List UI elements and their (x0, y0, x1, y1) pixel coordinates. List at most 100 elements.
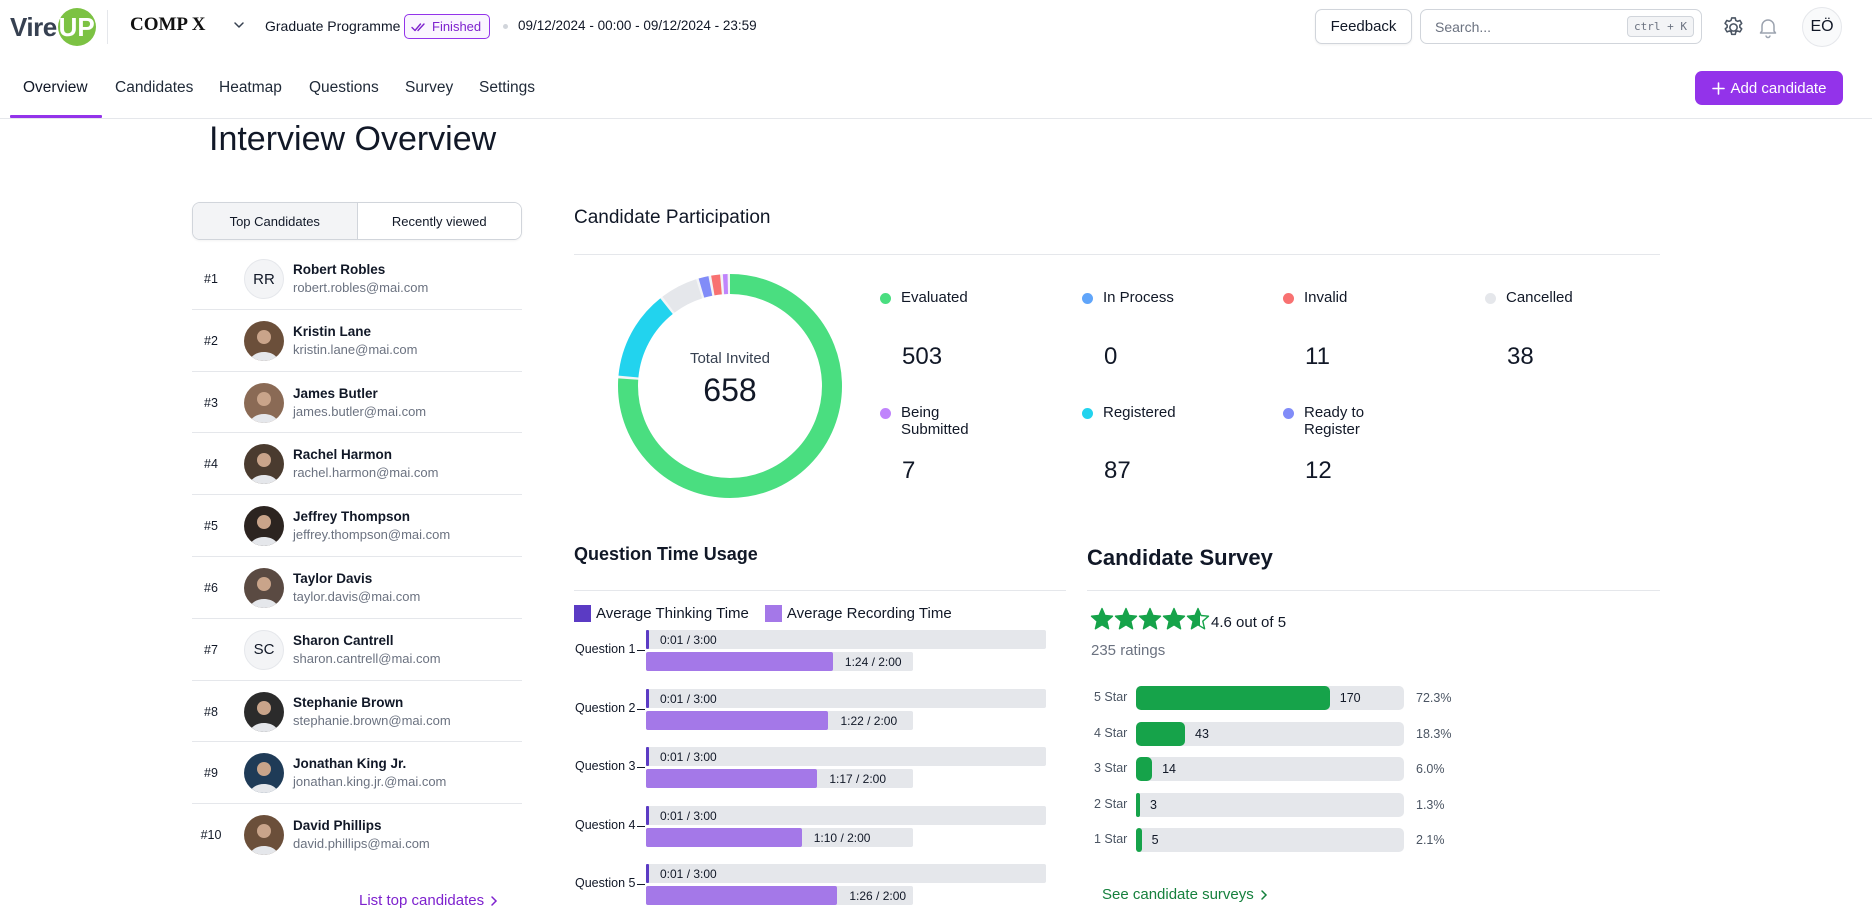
candidate-row[interactable]: #2 Kristin Lane kristin.lane@mai.com (192, 310, 522, 372)
logo-text: Vire (10, 11, 57, 42)
star-percentage: 6.0% (1416, 762, 1445, 776)
add-candidate-button[interactable]: Add candidate (1695, 71, 1843, 105)
tab-heatmap[interactable]: Heatmap (219, 79, 282, 96)
candidate-email: robert.robles@mai.com (293, 280, 429, 295)
candidate-row[interactable]: #5 Jeffrey Thompson jeffrey.thompson@mai.c… (192, 495, 522, 557)
total-invited-value: 658 (703, 372, 757, 408)
person-photo-icon (250, 824, 278, 856)
star-bar-track (1136, 757, 1404, 781)
recording-bar-text: 1:17 / 2:00 (829, 772, 887, 787)
candidate-row[interactable]: #6 Taylor Davis taylor.davis@mai.com (192, 557, 522, 619)
candidate-row[interactable]: #10 David Phillips david.phillips@mai.com (192, 804, 522, 866)
star-icon (1114, 607, 1138, 636)
thinking-bar (646, 630, 649, 649)
question-label: Question 3 (575, 759, 636, 774)
star-bar-fill (1136, 721, 1186, 746)
thinking-legend-label: Average Thinking Time (596, 605, 749, 622)
top-candidates-list: #1 RR Robert Robles robert.robles@mai.com #2… (192, 248, 522, 866)
donut-segment-evaluated[interactable] (618, 274, 842, 498)
candidate-rank: #8 (204, 704, 218, 719)
candidate-row[interactable]: #9 Jonathan King Jr. jonathan.king.jr.@mai… (192, 742, 522, 805)
legend-value: 7 (902, 457, 916, 484)
thinking-bar (646, 688, 649, 708)
candidate-name[interactable]: Rachel Harmon (293, 447, 393, 463)
candidate-name[interactable]: Robert Robles (293, 262, 386, 277)
rating-text: 4.6 out of 5 (1211, 614, 1287, 631)
candidate-email: david.phillips@mai.com (293, 836, 430, 852)
candidate-name[interactable]: David Phillips (293, 818, 382, 834)
chevron-right-icon (1261, 889, 1267, 900)
candidate-name[interactable]: Stephanie Brown (293, 694, 404, 710)
tab-candidates[interactable]: Candidates (115, 79, 194, 96)
candidate-email: sharon.cantrell@mai.com (293, 650, 441, 666)
legend-label: Ready to Register (1304, 404, 1365, 438)
candidate-name[interactable]: James Butler (293, 385, 378, 401)
person-photo-icon (250, 576, 278, 608)
see-candidate-surveys-link[interactable]: See candidate surveys (1102, 886, 1268, 903)
candidate-email: stephanie.brown@mai.com (293, 712, 451, 728)
candidate-row[interactable]: #8 Stephanie Brown stephanie.brown@mai.com (192, 681, 522, 743)
segment-recently-viewed[interactable]: Recently viewed (357, 203, 521, 239)
tab-settings[interactable]: Settings (479, 79, 536, 96)
recording-bar-text: 1:24 / 2:00 (844, 655, 902, 669)
star-bar-fill (1136, 828, 1142, 852)
thinking-bar-track (646, 688, 1046, 708)
tab-overview[interactable]: Overview (23, 79, 88, 96)
tab-survey[interactable]: Survey (405, 79, 454, 96)
settings-button[interactable] (1718, 12, 1748, 42)
candidate-name[interactable]: Sharon Cantrell (293, 632, 394, 648)
star-level-label: 1 Star (1094, 832, 1128, 846)
candidate-name[interactable]: Kristin Lane (293, 323, 372, 339)
rating-stars (1090, 607, 1210, 636)
star-percentage: 72.3% (1416, 691, 1452, 705)
candidate-row[interactable]: #1 RR Robert Robles robert.robles@mai.com (192, 248, 522, 310)
legend-dot (1082, 408, 1093, 419)
list-top-candidates-label: List top candidates (359, 892, 485, 909)
notifications-button[interactable] (1753, 12, 1783, 42)
star-percentage: 1.3% (1416, 797, 1445, 812)
candidate-avatar: SC (244, 629, 284, 670)
star-count: 5 (1151, 833, 1159, 847)
legend-value: 11 (1305, 343, 1330, 370)
candidate-avatar (244, 320, 284, 361)
recording-bar (646, 769, 818, 789)
candidate-row[interactable]: #7 SC Sharon Cantrell sharon.cantrell@mai.c… (192, 619, 522, 681)
app-logo[interactable]: Vire UP (10, 6, 96, 48)
feedback-button[interactable]: Feedback (1315, 9, 1412, 44)
candidate-row[interactable]: #3 James Butler james.butler@mai.com (192, 372, 522, 434)
ratings-count: 235 ratings (1091, 642, 1166, 659)
search-input[interactable] (1435, 18, 1625, 35)
double-check-icon (411, 22, 425, 31)
candidate-rank: #2 (204, 333, 218, 348)
top-header: Vire UP COMP X Graduate Programme Finish… (0, 0, 1872, 54)
candidate-row[interactable]: #4 Rachel Harmon rachel.harmon@mai.com (192, 433, 522, 496)
recording-bar (646, 710, 829, 730)
main-nav: Overview Candidates Heatmap Questions Su… (0, 58, 1872, 119)
legend-dot (1485, 293, 1496, 304)
person-photo-icon (250, 700, 278, 732)
user-avatar[interactable]: EÖ (1802, 7, 1842, 47)
legend-label: Being Submitted (901, 404, 969, 438)
candidate-name[interactable]: Jeffrey Thompson (293, 509, 411, 525)
segment-top-candidates[interactable]: Top Candidates (193, 203, 358, 239)
star-bar-fill (1136, 792, 1140, 817)
star-count: 3 (1150, 797, 1157, 812)
search-shortcut: ctrl + K (1627, 16, 1694, 37)
candidate-email: kristin.lane@mai.com (293, 341, 418, 357)
legend-label: Evaluated (901, 289, 968, 306)
legend-item-evaluated: Evaluated (880, 289, 1000, 306)
candidate-name[interactable]: Jonathan King Jr. (293, 756, 407, 772)
chevron-down-icon[interactable] (232, 18, 246, 32)
company-name[interactable]: COMP X (130, 14, 206, 35)
list-top-candidates-link[interactable]: List top candidates (359, 892, 498, 909)
tab-questions[interactable]: Questions (309, 79, 379, 96)
candidate-avatar (244, 444, 284, 485)
star-icon (1090, 607, 1114, 636)
axis-tick (637, 708, 645, 710)
recording-legend-label: Average Recording Time (786, 605, 952, 622)
star-level-label: 4 Star (1094, 725, 1128, 740)
add-candidate-label: Add candidate (1730, 79, 1827, 97)
candidate-avatar (244, 815, 284, 856)
candidate-name[interactable]: Taylor Davis (293, 570, 373, 586)
star-bar-track (1136, 792, 1404, 817)
